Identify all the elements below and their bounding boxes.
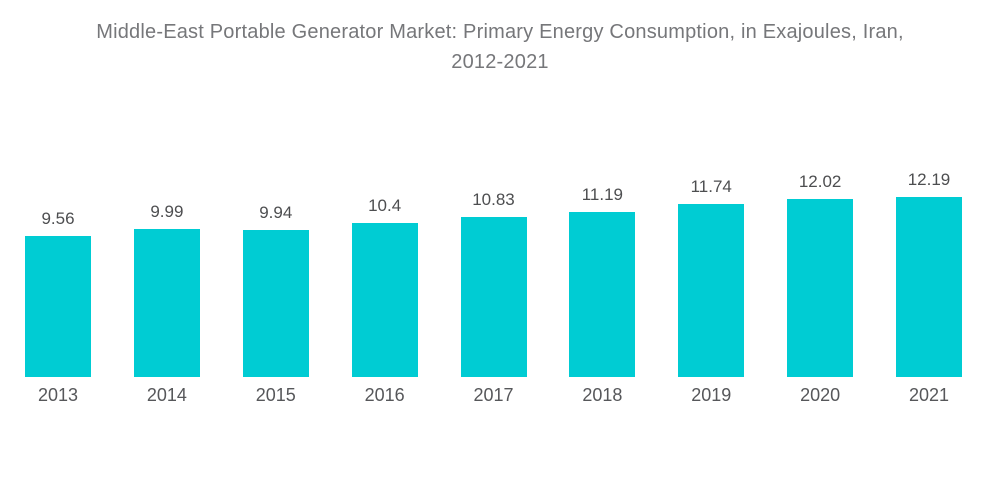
bar-2021: [896, 197, 962, 377]
bar-2016: [351, 223, 418, 377]
chart-title: Middle-East Portable Generator Market: P…: [20, 17, 980, 77]
bar-2017: [460, 217, 527, 377]
chart-title-line-2: 2012-2021: [451, 51, 549, 73]
bar-value-label-2018: 11.19: [581, 185, 624, 204]
bar-group-2019: 11.74: [678, 100, 745, 377]
bar-value-label-2013: 9.56: [41, 209, 75, 228]
x-axis-label-2014: 2014: [146, 385, 187, 405]
bar-2014: [133, 229, 200, 377]
chart-title-line-1: Middle-East Portable Generator Market: P…: [96, 21, 904, 43]
bar-2020: [787, 199, 854, 377]
x-axis-label-2021: 2021: [908, 385, 950, 405]
bar-value-label-2016: 10.4: [368, 196, 402, 215]
bar-2019: [678, 204, 745, 377]
bar-value-label-2014: 9.99: [150, 202, 184, 221]
x-axis-label-2013: 2013: [37, 385, 79, 405]
bar-value-label-2019: 11.74: [690, 177, 732, 196]
bar-value-label-2020: 12.02: [798, 172, 842, 191]
bar-group-2021: 12.19: [896, 100, 962, 377]
x-axis-label-2015: 2015: [255, 385, 296, 405]
bar-value-label-2015: 9.94: [259, 203, 293, 222]
bar-group-2013: 9.56: [25, 100, 91, 377]
bar-group-2017: 10.83: [460, 100, 527, 377]
x-axis-label-2018: 2018: [582, 385, 623, 405]
bar-group-2014: 9.99: [133, 100, 200, 377]
bar-2018: [569, 212, 636, 377]
x-axis-label-2017: 2017: [473, 385, 514, 405]
bar-2015: [242, 230, 309, 377]
bar-value-label-2021: 12.19: [907, 170, 951, 189]
bar-value-label-2017: 10.83: [472, 190, 515, 209]
bar-chart-plot-area: 9.56 9.99 9.94 10.4 10.83 11.19 11.74 12.02 12.1…: [25, 100, 962, 377]
x-axis-label-2019: 2019: [691, 385, 732, 405]
x-axis-labels: 2013 2014 2015 2016 2017 2018 2019 2020 2021: [25, 385, 962, 406]
x-axis-label-2016: 2016: [364, 385, 405, 405]
bar-group-2018: 11.19: [569, 100, 636, 377]
x-axis-label-2020: 2020: [800, 385, 841, 405]
bar-group-2020: 12.02: [787, 100, 854, 377]
bar-2013: [25, 236, 91, 377]
bar-group-2016: 10.4: [351, 100, 418, 377]
bar-group-2015: 9.94: [242, 100, 309, 377]
